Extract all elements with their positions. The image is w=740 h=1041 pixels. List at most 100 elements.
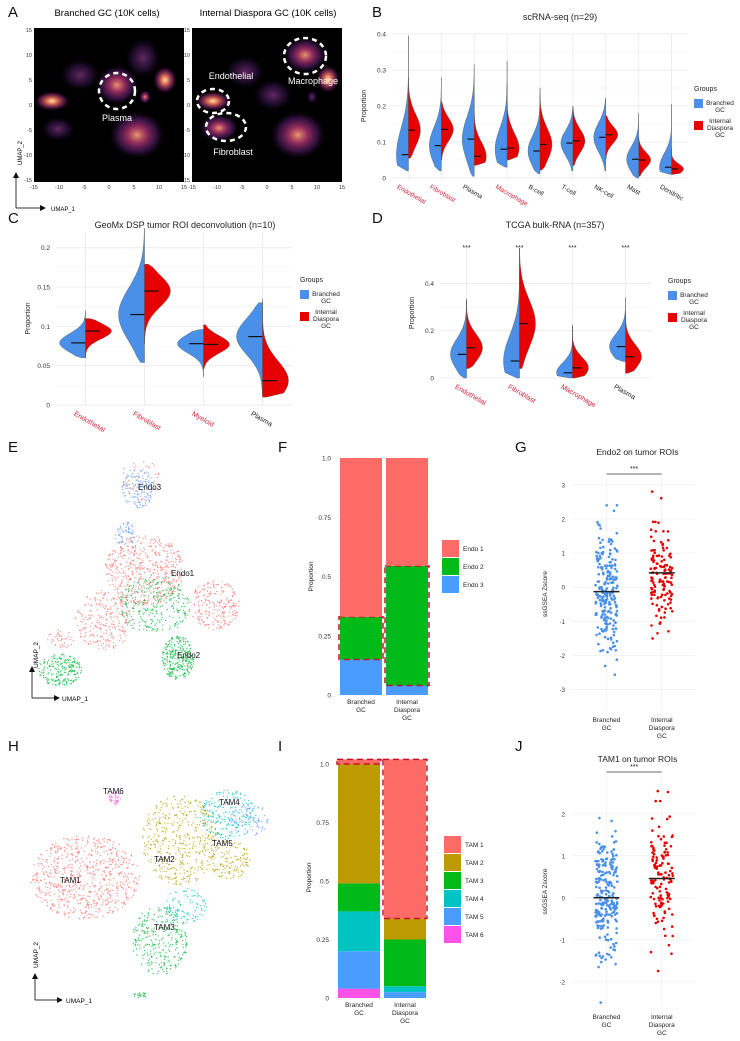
data-point [653, 549, 656, 552]
cell-tam3 [151, 962, 153, 964]
cell-tam3 [152, 934, 154, 936]
cell-endo2 [132, 597, 134, 599]
cell-endo2 [147, 607, 149, 610]
cell-tam2 [164, 876, 167, 878]
cell-endo1 [117, 625, 119, 627]
cell-endo1 [145, 465, 147, 467]
cell-endo1 [171, 565, 173, 567]
cell-tam3 [182, 939, 184, 942]
cell-endo2 [142, 604, 144, 606]
cell-endo1 [65, 637, 68, 640]
cell-tam1 [76, 871, 79, 873]
cell-endo2 [170, 675, 172, 677]
data-point [615, 586, 618, 590]
cell-tam2 [164, 802, 166, 804]
data-point [608, 602, 611, 606]
cell-tam2 [172, 877, 174, 880]
umap-a1-plot: Plasma [34, 28, 184, 182]
cell-tam4 [243, 799, 246, 801]
cell-endo2 [133, 622, 135, 624]
data-point [651, 637, 654, 640]
cell-endo1 [222, 607, 224, 610]
cell-endo2 [54, 657, 56, 660]
data-point [599, 546, 602, 550]
cell-endo1 [120, 567, 123, 570]
data-point [615, 639, 619, 643]
cell-endo1 [158, 539, 161, 541]
cell-endo1 [148, 590, 151, 592]
cell-endo2 [183, 674, 185, 677]
data-point [616, 880, 619, 883]
cell-endo2 [53, 654, 56, 656]
cell-tam2 [229, 867, 232, 869]
data-point [605, 621, 608, 625]
cell-endo1 [66, 646, 68, 649]
cell-tam1 [37, 862, 40, 865]
cell-endo2 [63, 678, 65, 681]
cell-endo2 [47, 673, 49, 675]
cell-endo2 [184, 640, 187, 643]
cell-tam4 [220, 828, 222, 830]
data-point [595, 558, 599, 561]
cell-tam1 [65, 866, 67, 868]
cell-tam3 [154, 947, 156, 949]
cell-endo1 [176, 558, 178, 561]
cell-endo2 [181, 650, 183, 652]
cell-tam3 [177, 931, 179, 933]
cell-endo1 [145, 588, 147, 590]
cell-tam1 [102, 915, 104, 917]
cell-endo3 [139, 481, 142, 484]
cell-endo1 [114, 559, 116, 561]
cell-tam1 [56, 872, 58, 874]
cell-tam2 [184, 801, 186, 804]
cell-endo1 [170, 543, 172, 545]
cell-tam2 [166, 798, 169, 800]
cell-tam1 [106, 889, 108, 891]
cell-tam3 [149, 953, 152, 955]
cell-endo1 [153, 481, 155, 483]
cell-tam2 [225, 857, 227, 860]
highlight-dashed-box [336, 758, 382, 765]
cell-tam1 [45, 886, 47, 888]
cell-tam1 [67, 906, 69, 909]
cell-endo1 [47, 639, 49, 641]
cell-tam3 [143, 994, 145, 996]
cell-endo1 [117, 576, 120, 578]
cell-tam1 [67, 879, 70, 881]
cell-tam2 [197, 869, 199, 871]
cell-endo2 [144, 608, 146, 611]
cell-tam4 [187, 895, 189, 898]
cell-tam2 [240, 870, 242, 872]
cell-tam1 [93, 842, 95, 844]
cell-tam1 [95, 847, 97, 850]
cell-tam4 [178, 901, 180, 904]
cell-tam2 [210, 857, 212, 860]
data-point [604, 878, 607, 881]
cell-endo1 [127, 602, 130, 604]
cell-endo2 [38, 668, 40, 670]
cell-endo1 [178, 550, 180, 553]
cell-endo2 [78, 667, 80, 669]
cell-tam3 [144, 944, 146, 946]
cell-endo1 [112, 623, 114, 625]
cell-endo2 [65, 668, 68, 670]
bar-segment-endo2 [386, 565, 428, 686]
cell-tam3 [142, 925, 144, 927]
legend-swatch [300, 312, 309, 321]
cell-endo1 [124, 620, 127, 622]
cell-endo1 [212, 601, 214, 604]
cell-tam1 [71, 889, 73, 892]
data-point [650, 593, 654, 597]
cell-tam1 [107, 902, 110, 904]
data-point [656, 969, 660, 973]
cell-tam1 [54, 870, 56, 872]
cell-endo1 [94, 641, 97, 643]
cell-tam2 [160, 807, 163, 809]
cell-tam2 [207, 842, 209, 845]
cell-tam2 [230, 877, 232, 879]
x-tick-label: -10 [213, 185, 221, 191]
cell-endo2 [160, 595, 163, 597]
cell-endo1 [80, 632, 82, 635]
cell-tam1 [106, 853, 109, 855]
cell-endo2 [58, 674, 60, 677]
